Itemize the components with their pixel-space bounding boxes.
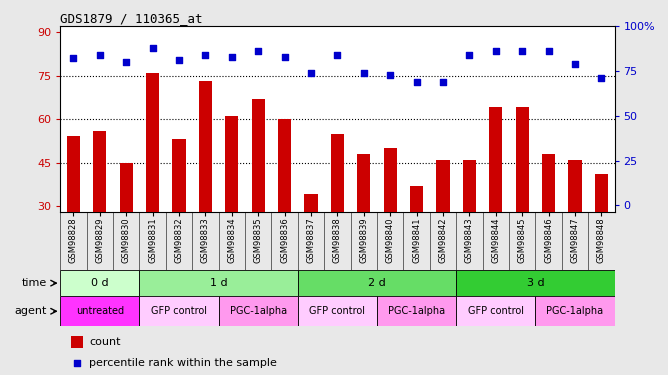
Point	[464, 52, 475, 58]
Point	[332, 52, 343, 58]
Bar	[199, 81, 212, 212]
Text: 0 d: 0 d	[91, 278, 108, 288]
Text: count: count	[89, 337, 120, 347]
Point	[174, 57, 184, 63]
Point	[305, 70, 316, 76]
Bar	[60, 296, 140, 326]
Point	[359, 70, 369, 76]
Point	[543, 48, 554, 54]
Bar	[410, 186, 423, 212]
Bar	[377, 296, 456, 326]
Bar	[93, 130, 106, 212]
Text: PGC-1alpha: PGC-1alpha	[388, 306, 445, 316]
Text: GFP control: GFP control	[151, 306, 207, 316]
Bar	[535, 296, 615, 326]
Text: GFP control: GFP control	[309, 306, 365, 316]
Bar	[463, 160, 476, 212]
Point	[200, 52, 210, 58]
Point	[226, 54, 237, 60]
Point	[411, 79, 422, 85]
Bar	[331, 134, 344, 212]
Point	[596, 75, 607, 81]
Bar	[140, 296, 218, 326]
Bar	[225, 116, 238, 212]
Bar	[436, 160, 450, 212]
Text: untreated: untreated	[75, 306, 124, 316]
Bar	[456, 296, 535, 326]
Bar	[298, 270, 456, 296]
Point	[147, 45, 158, 51]
Point	[438, 79, 448, 85]
Bar	[146, 73, 159, 212]
Text: PGC-1alpha: PGC-1alpha	[546, 306, 603, 316]
Text: 3 d: 3 d	[526, 278, 544, 288]
Bar	[60, 270, 140, 296]
Bar	[595, 174, 608, 212]
Text: percentile rank within the sample: percentile rank within the sample	[89, 358, 277, 368]
Point	[517, 48, 528, 54]
Point	[385, 72, 395, 78]
Text: time: time	[21, 278, 47, 288]
Point	[570, 61, 580, 67]
Bar	[298, 296, 377, 326]
Bar	[172, 140, 186, 212]
Bar	[278, 119, 291, 212]
Bar	[218, 296, 298, 326]
Bar	[120, 163, 133, 212]
Bar	[67, 136, 80, 212]
Bar	[383, 148, 397, 212]
Bar	[542, 154, 555, 212]
Text: 1 d: 1 d	[210, 278, 227, 288]
Point	[490, 48, 501, 54]
Point	[279, 54, 290, 60]
Bar	[568, 160, 582, 212]
Text: GDS1879 / 110365_at: GDS1879 / 110365_at	[60, 12, 202, 25]
Bar	[489, 108, 502, 212]
Bar	[140, 270, 298, 296]
Text: PGC-1alpha: PGC-1alpha	[230, 306, 287, 316]
Bar	[305, 195, 317, 212]
Point	[253, 48, 263, 54]
Bar	[71, 336, 84, 348]
Text: agent: agent	[15, 306, 47, 316]
Text: GFP control: GFP control	[468, 306, 524, 316]
Bar	[516, 108, 529, 212]
Point	[94, 52, 105, 58]
Bar	[357, 154, 370, 212]
Point	[121, 59, 132, 65]
Point	[68, 56, 79, 62]
Point	[72, 360, 83, 366]
Text: 2 d: 2 d	[368, 278, 386, 288]
Bar	[252, 99, 265, 212]
Bar	[456, 270, 615, 296]
